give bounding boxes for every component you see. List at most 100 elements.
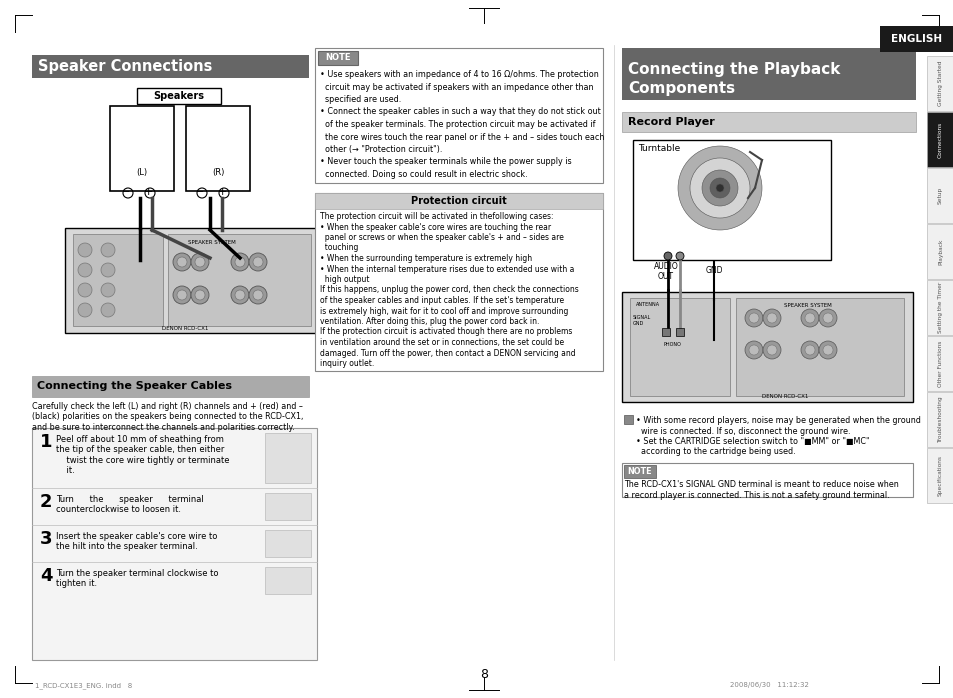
Text: +: + [217, 187, 227, 197]
Circle shape [177, 290, 187, 300]
Bar [110, 106, 173, 191]
Circle shape [249, 286, 267, 304]
Circle shape [676, 252, 683, 260]
Text: −: − [122, 187, 130, 197]
Circle shape [78, 283, 91, 297]
Text: 1: 1 [40, 433, 52, 451]
Circle shape [234, 257, 245, 267]
Text: in ventilation around the set or in connections, the set could be: in ventilation around the set or in conn… [319, 338, 563, 347]
Text: is extremely high, wait for it to cool off and improve surrounding: is extremely high, wait for it to cool o… [319, 306, 568, 315]
Text: touching: touching [319, 244, 358, 253]
Bar [926, 392, 953, 447]
Bar [926, 56, 953, 111]
Text: connected. Doing so could result in electric shock.: connected. Doing so could result in elec… [319, 170, 527, 179]
Circle shape [253, 290, 263, 300]
Circle shape [78, 303, 91, 317]
Circle shape [762, 341, 781, 359]
Text: • With some record players, noise may be generated when the ground: • With some record players, noise may be… [636, 416, 920, 425]
Circle shape [762, 309, 781, 327]
Bar [621, 48, 915, 100]
Bar [65, 228, 318, 333]
Bar [735, 298, 903, 396]
Text: DENON RCD-CX1: DENON RCD-CX1 [162, 325, 208, 330]
Circle shape [253, 257, 263, 267]
Circle shape [172, 253, 191, 271]
Text: panel or screws or when the speaker cable's + and – sides are: panel or screws or when the speaker cabl… [319, 233, 563, 242]
Text: 4: 4 [40, 567, 52, 585]
Text: ENGLISH: ENGLISH [890, 34, 942, 44]
Text: If this happens, unplug the power cord, then check the connections: If this happens, unplug the power cord, … [319, 285, 578, 295]
Text: Speakers: Speakers [153, 91, 204, 101]
Circle shape [234, 290, 245, 300]
Circle shape [78, 263, 91, 277]
Text: Connecting the Speaker Cables: Connecting the Speaker Cables [37, 381, 232, 391]
Circle shape [191, 286, 209, 304]
Text: circuit may be activated if speakers with an impedance other than: circuit may be activated if speakers wit… [319, 82, 593, 91]
Circle shape [101, 243, 115, 257]
Text: Record Player: Record Player [627, 117, 714, 127]
Text: • Never touch the speaker terminals while the power supply is: • Never touch the speaker terminals whil… [319, 158, 571, 167]
Circle shape [663, 252, 671, 260]
Text: If the protection circuit is activated though there are no problems: If the protection circuit is activated t… [319, 327, 572, 336]
Circle shape [744, 341, 762, 359]
Text: 3: 3 [40, 530, 52, 548]
Text: ventilation. After doing this, plug the power cord back in.: ventilation. After doing this, plug the … [319, 317, 538, 326]
Text: Protection circuit: Protection circuit [411, 196, 506, 206]
Text: according to the cartridge being used.: according to the cartridge being used. [636, 447, 795, 456]
Text: • Set the CARTRIDGE selection switch to "■MM" or "■MC": • Set the CARTRIDGE selection switch to … [636, 437, 869, 446]
Text: Connections: Connections [937, 121, 942, 158]
Text: of the speaker terminals. The protection circuit may be activated if: of the speaker terminals. The protection… [319, 120, 595, 129]
Text: DENON RCD-CX1: DENON RCD-CX1 [761, 394, 807, 399]
Text: specified are used.: specified are used. [319, 95, 401, 104]
Text: • When the surrounding temperature is extremely high: • When the surrounding temperature is ex… [319, 254, 532, 263]
Circle shape [172, 286, 191, 304]
Text: • When the internal temperature rises due to extended use with a: • When the internal temperature rises du… [319, 265, 574, 274]
Circle shape [804, 313, 814, 323]
Text: 1_RCD-CX1E3_ENG. indd   8: 1_RCD-CX1E3_ENG. indd 8 [35, 682, 132, 689]
Text: SPEAKER SYSTEM: SPEAKER SYSTEM [783, 303, 831, 308]
Bar [314, 193, 602, 209]
Circle shape [748, 345, 759, 355]
Text: other (→ "Protection circuit").: other (→ "Protection circuit"). [319, 145, 442, 154]
Text: damaged. Turn off the power, then contact a DENON servicing and: damaged. Turn off the power, then contac… [319, 348, 575, 357]
Text: PHONO: PHONO [662, 342, 680, 347]
Bar [265, 433, 311, 483]
Bar [314, 193, 602, 371]
Text: The RCD-CX1's SIGNAL GND terminal is meant to reduce noise when: The RCD-CX1's SIGNAL GND terminal is mea… [623, 480, 898, 489]
Circle shape [177, 257, 187, 267]
Circle shape [689, 158, 749, 218]
Bar [926, 280, 953, 335]
Circle shape [678, 146, 761, 230]
Bar [32, 55, 309, 78]
Circle shape [766, 313, 776, 323]
Circle shape [818, 309, 836, 327]
Text: Playback: Playback [937, 238, 942, 265]
Text: • Use speakers with an impedance of 4 to 16 Ω/ohms. The protection: • Use speakers with an impedance of 4 to… [319, 70, 598, 79]
Circle shape [194, 290, 205, 300]
Bar [73, 234, 163, 326]
Bar [926, 112, 953, 167]
Circle shape [701, 170, 738, 206]
Text: −: − [195, 187, 204, 197]
Circle shape [191, 253, 209, 271]
Text: ANTENNA: ANTENNA [636, 302, 659, 307]
Bar [633, 140, 830, 260]
Text: Getting Started: Getting Started [937, 61, 942, 106]
Text: Connecting the Playback: Connecting the Playback [627, 62, 840, 77]
Bar [661, 328, 669, 336]
Text: Speaker Connections: Speaker Connections [38, 59, 213, 73]
Bar [621, 463, 912, 497]
Bar [32, 376, 309, 397]
Text: The protection circuit will be activated in thefollowing cases:: The protection circuit will be activated… [319, 212, 553, 221]
Text: 2008/06/30   11:12:32: 2008/06/30 11:12:32 [729, 682, 808, 688]
Text: (L): (L) [136, 168, 148, 177]
Circle shape [78, 243, 91, 257]
Text: Setup: Setup [937, 187, 942, 204]
Bar [676, 328, 683, 336]
Circle shape [801, 309, 818, 327]
Bar [621, 413, 912, 457]
Text: AUDIO
OUT: AUDIO OUT [653, 262, 678, 281]
Text: 2: 2 [40, 493, 52, 511]
Circle shape [804, 345, 814, 355]
Circle shape [748, 313, 759, 323]
